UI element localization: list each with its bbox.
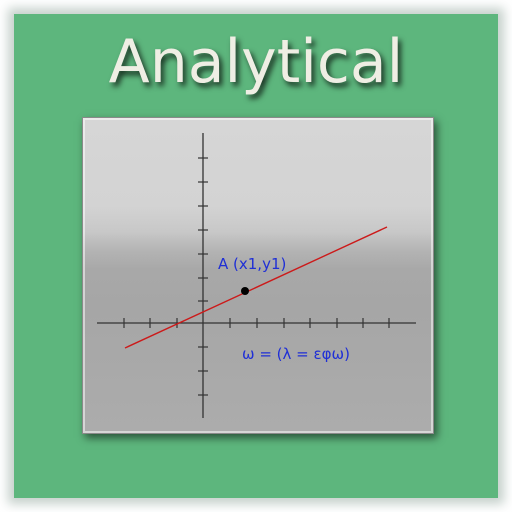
function-line — [124, 226, 388, 349]
graph-panel — [82, 117, 434, 434]
x-axis-ticks — [123, 318, 390, 328]
y-axis-ticks — [198, 157, 208, 396]
point-a-label: A (x1,y1) — [218, 255, 286, 273]
equation-label: ω = (λ = εφω) — [242, 345, 350, 363]
point-a — [241, 287, 249, 295]
app-title: Analytical — [108, 27, 404, 97]
